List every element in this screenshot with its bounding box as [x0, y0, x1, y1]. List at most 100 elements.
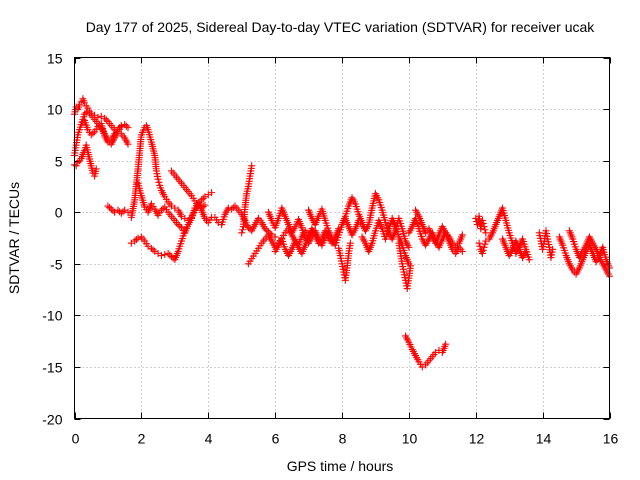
data-point [149, 246, 157, 254]
data-point [458, 231, 466, 239]
data-point [405, 243, 413, 251]
data-point [94, 123, 102, 131]
data-point [198, 204, 206, 212]
data-point [482, 229, 490, 237]
data-point [346, 239, 354, 247]
plot-frame [74, 57, 610, 419]
x-tick-labels: 0 2 4 6 8 10 12 14 16 [72, 431, 619, 447]
data-point [238, 229, 246, 237]
y-tick-label: 10 [47, 102, 63, 118]
data-point [87, 131, 95, 139]
y-tick-labels: -20 -15 -10 -5 0 5 10 15 [42, 51, 62, 428]
series-arc-26 [499, 235, 530, 262]
y-tick-label: 0 [55, 205, 63, 221]
data-point [89, 129, 97, 137]
data-point [475, 239, 483, 247]
series-arc-16 [335, 239, 354, 284]
series-arc-04 [77, 116, 125, 146]
data-point [155, 178, 163, 186]
data-point [81, 99, 89, 107]
x-tick-label: 14 [536, 431, 552, 447]
x-tick-label: 12 [469, 431, 485, 447]
data-point [167, 253, 175, 261]
data-point [72, 162, 80, 170]
grid [74, 57, 610, 419]
data-point [239, 226, 247, 234]
data-point [104, 202, 112, 210]
x-tick-label: 6 [272, 431, 280, 447]
data-point [124, 124, 132, 132]
series-arc-23 [472, 212, 490, 237]
data-point [198, 196, 206, 204]
data-point [154, 175, 162, 183]
series-arc-20 [402, 332, 450, 371]
data-point [522, 247, 530, 255]
data-point [261, 225, 269, 233]
data-point [549, 245, 557, 253]
data-point [481, 240, 489, 248]
data-point [479, 220, 487, 228]
data-point [101, 114, 109, 122]
data-point [114, 206, 122, 214]
data-point [248, 162, 256, 170]
x-tick-label: 4 [205, 431, 213, 447]
series-arc-27 [535, 227, 557, 262]
x-tick-label: 0 [72, 431, 80, 447]
data-point [201, 201, 209, 209]
data-point [134, 234, 142, 242]
data-point [208, 189, 216, 197]
data-point [174, 221, 182, 229]
x-tick-label: 10 [402, 431, 418, 447]
series-arc-11 [238, 162, 256, 237]
y-tick-label: -5 [50, 257, 63, 273]
data-point [159, 205, 167, 213]
data-point [124, 140, 132, 148]
data-point [478, 249, 486, 257]
x-axis-label: GPS time / hours [287, 458, 394, 474]
data-point [525, 256, 533, 264]
data-point [157, 252, 165, 260]
data-point [199, 203, 207, 211]
y-tick-label: 5 [55, 154, 63, 170]
series-arc-28 [555, 233, 613, 278]
data-point [117, 209, 125, 217]
data-point [121, 121, 129, 129]
x-tick-label: 8 [339, 431, 347, 447]
chart-title: Day 177 of 2025, Sidereal Day-to-day VTE… [86, 19, 596, 35]
data-point [478, 216, 486, 224]
data-point [481, 226, 489, 234]
data-point [476, 242, 484, 250]
x-tick-label: 2 [138, 431, 146, 447]
data-point [76, 101, 84, 109]
data-point [102, 116, 110, 124]
series-arc-29 [565, 227, 613, 280]
series-arc-05 [104, 202, 132, 217]
y-tick-label: -15 [42, 360, 62, 376]
y-tick-label: -10 [42, 308, 62, 324]
series-arc-19 [395, 239, 415, 293]
data-point [228, 205, 236, 213]
data-point [166, 251, 174, 259]
data-point [164, 249, 172, 257]
data-point [480, 223, 488, 231]
data-point [266, 229, 274, 237]
y-tick-label: 15 [47, 51, 63, 67]
data-point [199, 194, 207, 202]
data-point [92, 165, 100, 173]
y-tick-label: -20 [42, 412, 62, 428]
data-point [81, 110, 89, 118]
series-arc-17 [338, 190, 413, 251]
data-point [480, 243, 488, 251]
data-points [71, 95, 613, 371]
data-point [132, 236, 140, 244]
series-arc-07 [127, 227, 189, 264]
data-point [407, 262, 415, 270]
data-point [263, 226, 271, 234]
data-point [106, 204, 114, 212]
series-arc-24 [475, 237, 490, 257]
y-axis-label: SDTVAR / TECUs [6, 182, 22, 294]
series-arc-22 [412, 206, 466, 257]
data-point [124, 208, 132, 216]
data-point [117, 122, 125, 130]
